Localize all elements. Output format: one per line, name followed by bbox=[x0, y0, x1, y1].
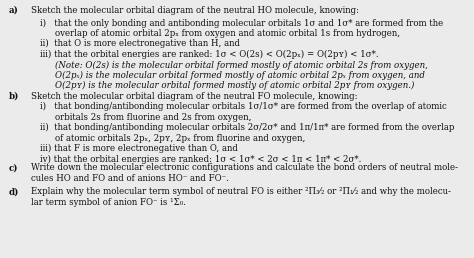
Text: ii)  that O is more electronegative than H, and: ii) that O is more electronegative than … bbox=[40, 39, 240, 49]
Text: i)   that the only bonding and antibonding molecular orbitals 1σ and 1σ* are for: i) that the only bonding and antibonding… bbox=[40, 18, 444, 28]
Text: (Note: O(2s) is the molecular orbital formed mostly of atomic orbital 2s from ox: (Note: O(2s) is the molecular orbital fo… bbox=[55, 60, 428, 70]
Text: Sketch the molecular orbital diagram of the neutral HO molecule, knowing:: Sketch the molecular orbital diagram of … bbox=[31, 6, 359, 15]
Text: overlap of atomic orbital 2pₓ from oxygen and atomic orbital 1s from hydrogen,: overlap of atomic orbital 2pₓ from oxyge… bbox=[55, 29, 400, 38]
Text: iii) that F is more electronegative than O, and: iii) that F is more electronegative than… bbox=[40, 144, 238, 154]
Text: Explain why the molecular term symbol of neutral FO is either ²Π₃⁄₂ or ²Π₁⁄₂ and: Explain why the molecular term symbol of… bbox=[31, 187, 451, 196]
Text: iii) that the orbital energies are ranked: 1σ < O(2s) < O(2pₓ) = O(2pʏ) < 1σ*.: iii) that the orbital energies are ranke… bbox=[40, 50, 379, 59]
Text: cules HO and FO and of anions HO⁻ and FO⁻.: cules HO and FO and of anions HO⁻ and FO… bbox=[31, 174, 228, 183]
Text: lar term symbol of anion FO⁻ is ¹Σ₀.: lar term symbol of anion FO⁻ is ¹Σ₀. bbox=[31, 198, 186, 207]
Text: iv) that the orbital energies are ranked: 1σ < 1σ* < 2σ < 1π < 1π* < 2σ*.: iv) that the orbital energies are ranked… bbox=[40, 155, 362, 164]
Text: Write down the molecular electronic configurations and calculate the bond orders: Write down the molecular electronic conf… bbox=[31, 163, 458, 172]
Text: O(2pₓ) is the molecular orbital formed mostly of atomic orbital 2pₓ from oxygen,: O(2pₓ) is the molecular orbital formed m… bbox=[55, 71, 424, 80]
Text: Sketch the molecular orbital diagram of the neutral FO molecule, knowing:: Sketch the molecular orbital diagram of … bbox=[31, 92, 357, 101]
Text: a): a) bbox=[9, 6, 18, 15]
Text: c): c) bbox=[9, 163, 18, 172]
Text: orbitals 2s from fluorine and 2s from oxygen,: orbitals 2s from fluorine and 2s from ox… bbox=[55, 113, 251, 122]
Text: i)   that bonding/antibonding molecular orbitals 1σ/1σ* are formed from the over: i) that bonding/antibonding molecular or… bbox=[40, 102, 447, 111]
Text: O(2pʏ) is the molecular orbital formed mostly of atomic orbital 2pʏ from oxygen.: O(2pʏ) is the molecular orbital formed m… bbox=[55, 81, 414, 90]
Text: ii)  that bonding/antibonding molecular orbitals 2σ/2σ* and 1π/1π* are formed fr: ii) that bonding/antibonding molecular o… bbox=[40, 123, 455, 132]
Text: d): d) bbox=[9, 187, 19, 196]
Text: b): b) bbox=[9, 92, 19, 101]
Text: of atomic orbitals 2pₓ, 2pʏ, 2pₓ from fluorine and oxygen,: of atomic orbitals 2pₓ, 2pʏ, 2pₓ from fl… bbox=[55, 134, 305, 143]
